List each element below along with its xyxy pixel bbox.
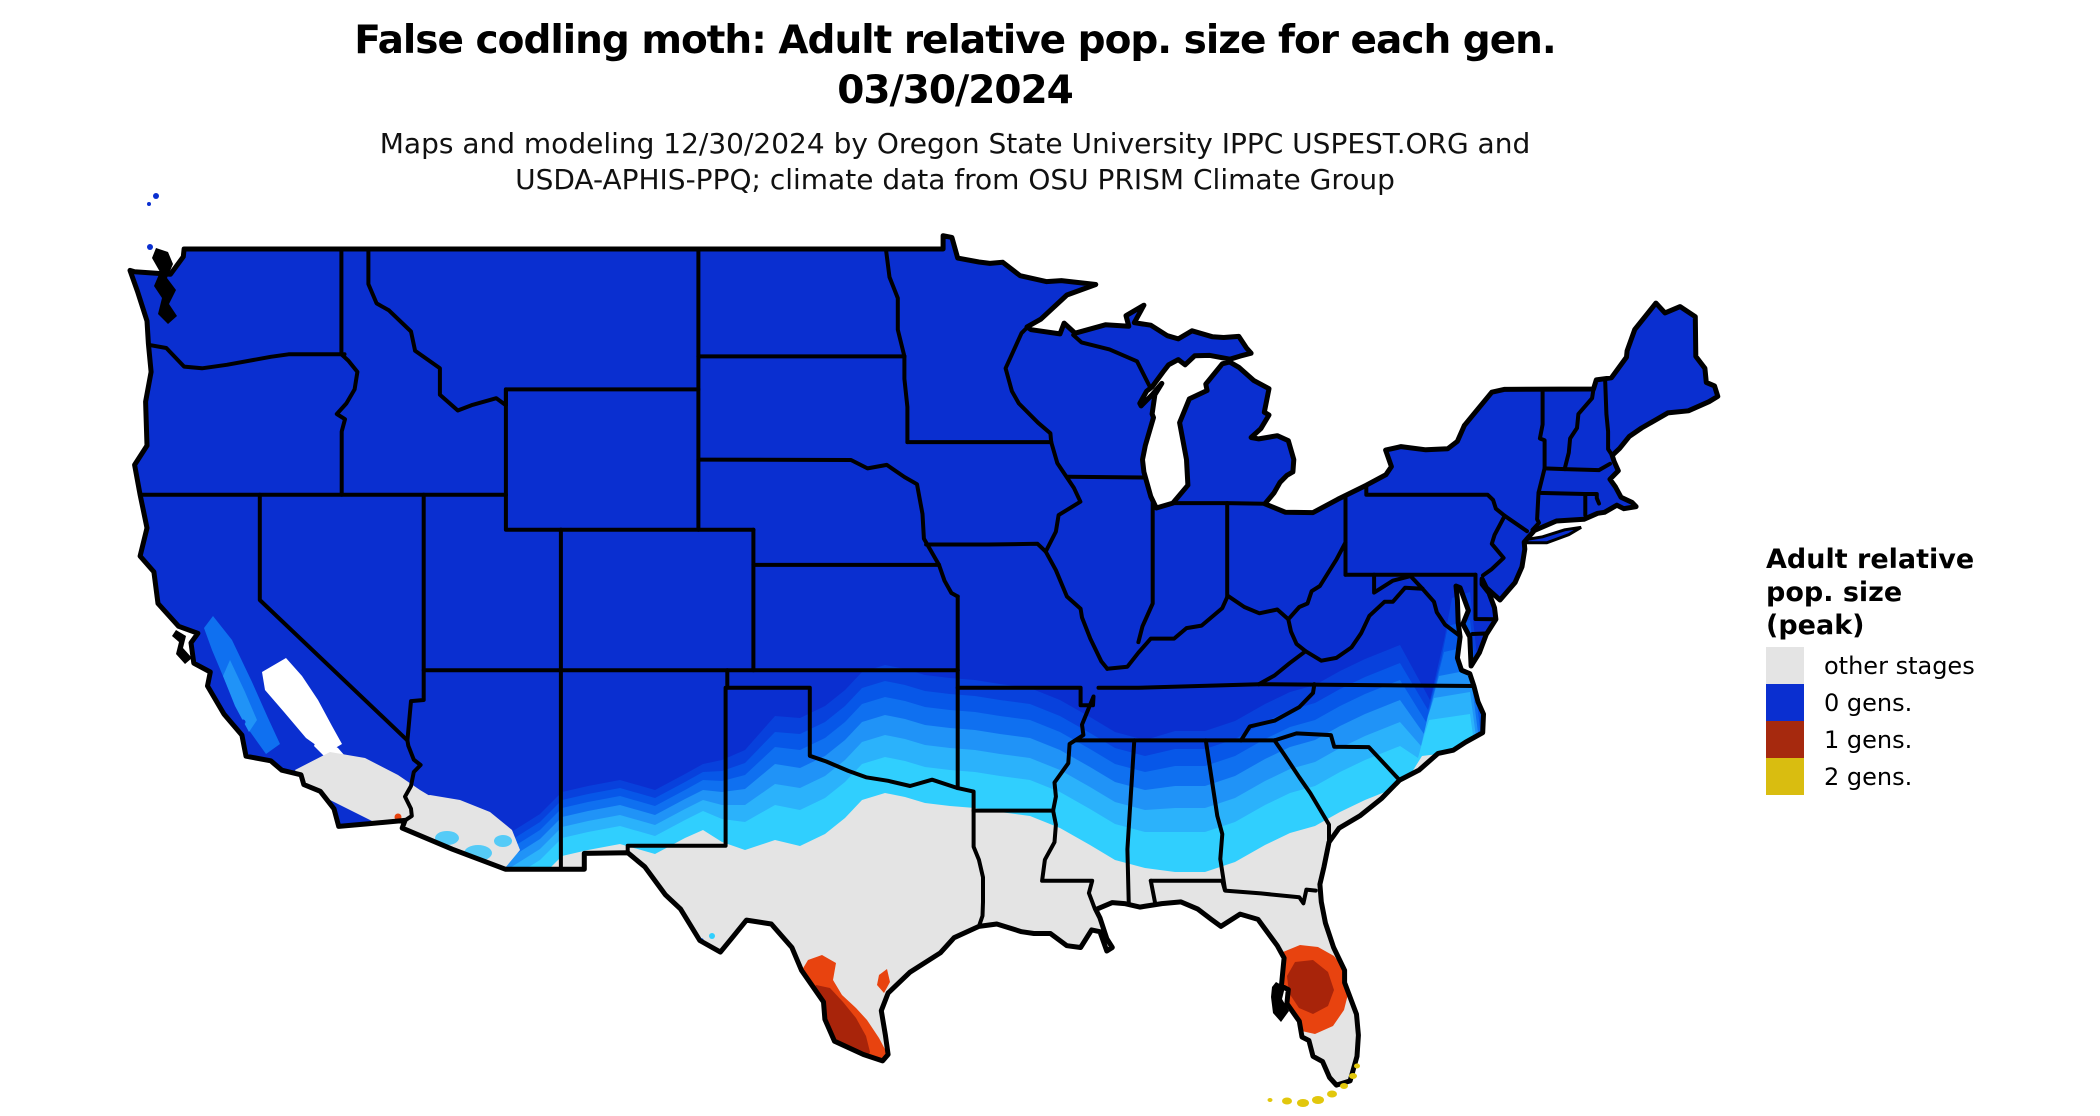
legend-swatch-other-stages (1766, 647, 1804, 684)
legend: Adult relative pop. size (peak) other st… (1766, 543, 1975, 795)
legend-item-other-stages: other stages (1766, 647, 1975, 684)
big-bend-speck (683, 930, 691, 938)
legend-label-2-gens: 2 gens. (1824, 762, 1913, 791)
page-title-date: 03/30/2024 (837, 68, 1074, 113)
state-borders (138, 247, 1615, 929)
legend-item-2-gens: 2 gens. (1766, 758, 1975, 795)
big-bend-speck (709, 933, 715, 939)
legend-swatch-0-gens (1766, 684, 1804, 721)
florida-keys-2gen (1267, 1063, 1360, 1107)
page-title-line1: False codling moth: Adult relative pop. … (354, 18, 1556, 63)
central-valley-patch (204, 616, 280, 754)
legend-swatch-2-gens (1766, 758, 1804, 795)
subtitle-line1: Maps and modeling 12/30/2024 by Oregon S… (379, 127, 1531, 160)
puget-sound (152, 248, 177, 324)
florida-1gen-core (1287, 960, 1334, 1014)
subtitle: Maps and modeling 12/30/2024 by Oregon S… (0, 126, 1910, 198)
legend-swatch-1-gens (1766, 721, 1804, 758)
legend-item-0-gens: 0 gens. (1766, 684, 1975, 721)
legend-item-1-gens: 1 gens. (1766, 721, 1975, 758)
no-data-patch-sierra (262, 658, 342, 753)
legend-title-line3: (peak) (1766, 610, 1865, 641)
island-speck (147, 202, 151, 206)
island-speck (153, 193, 159, 199)
texas-coast-sliver (877, 969, 890, 993)
legend-title: Adult relative pop. size (peak) (1766, 543, 1975, 642)
san-francisco-bay (172, 630, 192, 664)
island-speck (225, 704, 231, 710)
header: False codling moth: Adult relative pop. … (0, 16, 1910, 198)
tampa-bay (1271, 982, 1289, 1022)
island-speck (147, 244, 153, 250)
legend-label-other-stages: other stages (1824, 651, 1975, 680)
arizona-cyan-patch (435, 831, 459, 845)
conus-outline (127, 233, 1721, 1088)
island-speck (240, 719, 246, 725)
legend-title-line2: pop. size (1766, 577, 1903, 608)
arizona-cyan-patch (452, 864, 472, 874)
legend-title-line1: Adult relative (1766, 544, 1975, 575)
subtitle-line2: USDA-APHIS-PPQ; climate data from OSU PR… (515, 163, 1395, 196)
big-bend-speck (691, 947, 697, 953)
legend-label-0-gens: 0 gens. (1824, 688, 1913, 717)
arizona-cyan-patch (424, 858, 440, 868)
central-valley-core (223, 660, 257, 732)
long-island (1523, 525, 1582, 545)
legend-items: other stages 0 gens. 1 gens. 2 gens. (1766, 647, 1975, 795)
legend-label-1-gens: 1 gens. (1824, 725, 1913, 754)
arizona-cyan-patch (494, 835, 512, 847)
